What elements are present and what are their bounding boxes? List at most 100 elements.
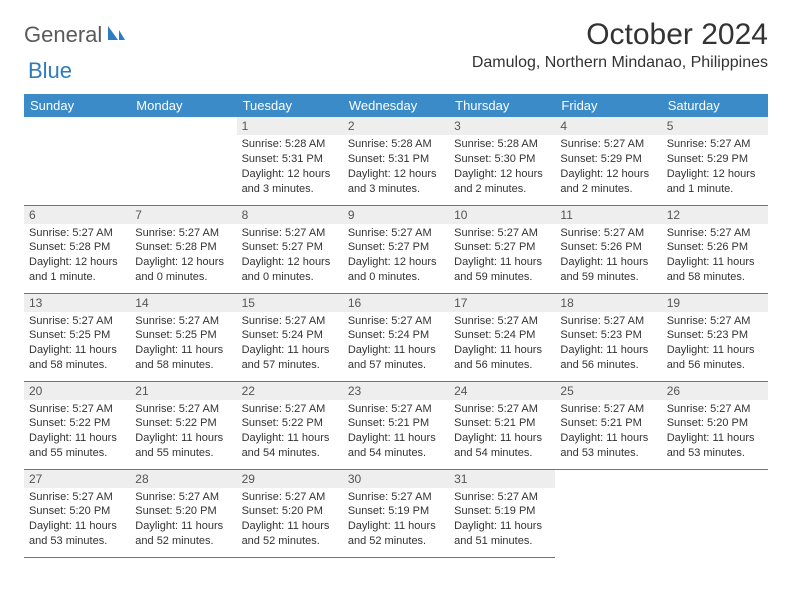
calendar-day-cell: 12Sunrise: 5:27 AMSunset: 5:26 PMDayligh… (662, 205, 768, 293)
day-info: Sunrise: 5:27 AMSunset: 5:22 PMDaylight:… (130, 400, 236, 465)
day-number: 1 (237, 117, 343, 135)
day-number: 5 (662, 117, 768, 135)
day-number: 18 (555, 294, 661, 312)
day-number: 29 (237, 470, 343, 488)
day-info: Sunrise: 5:27 AMSunset: 5:23 PMDaylight:… (662, 312, 768, 377)
day-number: 22 (237, 382, 343, 400)
day-number: 3 (449, 117, 555, 135)
calendar-day-cell: 10Sunrise: 5:27 AMSunset: 5:27 PMDayligh… (449, 205, 555, 293)
day-info: Sunrise: 5:27 AMSunset: 5:22 PMDaylight:… (237, 400, 343, 465)
location: Damulog, Northern Mindanao, Philippines (472, 54, 768, 72)
day-info: Sunrise: 5:27 AMSunset: 5:21 PMDaylight:… (343, 400, 449, 465)
calendar-day-cell: 28Sunrise: 5:27 AMSunset: 5:20 PMDayligh… (130, 469, 236, 557)
calendar-day-cell: 22Sunrise: 5:27 AMSunset: 5:22 PMDayligh… (237, 381, 343, 469)
calendar-day-cell: 26Sunrise: 5:27 AMSunset: 5:20 PMDayligh… (662, 381, 768, 469)
calendar-day-cell (662, 469, 768, 557)
calendar-day-cell: 23Sunrise: 5:27 AMSunset: 5:21 PMDayligh… (343, 381, 449, 469)
day-info: Sunrise: 5:27 AMSunset: 5:24 PMDaylight:… (237, 312, 343, 377)
calendar-day-cell: 20Sunrise: 5:27 AMSunset: 5:22 PMDayligh… (24, 381, 130, 469)
title-block: October 2024 Damulog, Northern Mindanao,… (472, 18, 768, 72)
month-title: October 2024 (472, 18, 768, 52)
calendar-day-cell: 6Sunrise: 5:27 AMSunset: 5:28 PMDaylight… (24, 205, 130, 293)
calendar-day-cell: 7Sunrise: 5:27 AMSunset: 5:28 PMDaylight… (130, 205, 236, 293)
calendar-day-cell: 15Sunrise: 5:27 AMSunset: 5:24 PMDayligh… (237, 293, 343, 381)
calendar-week-row: 20Sunrise: 5:27 AMSunset: 5:22 PMDayligh… (24, 381, 768, 469)
day-number: 19 (662, 294, 768, 312)
day-info: Sunrise: 5:27 AMSunset: 5:20 PMDaylight:… (662, 400, 768, 465)
day-info: Sunrise: 5:27 AMSunset: 5:21 PMDaylight:… (555, 400, 661, 465)
day-number: 31 (449, 470, 555, 488)
day-number: 9 (343, 206, 449, 224)
weekday-header: Sunday (24, 94, 130, 117)
day-info: Sunrise: 5:28 AMSunset: 5:30 PMDaylight:… (449, 135, 555, 200)
day-info: Sunrise: 5:27 AMSunset: 5:20 PMDaylight:… (237, 488, 343, 553)
calendar-day-cell: 8Sunrise: 5:27 AMSunset: 5:27 PMDaylight… (237, 205, 343, 293)
day-number: 11 (555, 206, 661, 224)
calendar-week-row: 6Sunrise: 5:27 AMSunset: 5:28 PMDaylight… (24, 205, 768, 293)
calendar-day-cell (555, 469, 661, 557)
weekday-header: Tuesday (237, 94, 343, 117)
day-number: 15 (237, 294, 343, 312)
calendar-day-cell (24, 117, 130, 205)
calendar-day-cell: 16Sunrise: 5:27 AMSunset: 5:24 PMDayligh… (343, 293, 449, 381)
calendar-day-cell: 14Sunrise: 5:27 AMSunset: 5:25 PMDayligh… (130, 293, 236, 381)
weekday-header: Thursday (449, 94, 555, 117)
calendar-day-cell: 1Sunrise: 5:28 AMSunset: 5:31 PMDaylight… (237, 117, 343, 205)
calendar-week-row: 13Sunrise: 5:27 AMSunset: 5:25 PMDayligh… (24, 293, 768, 381)
day-number: 8 (237, 206, 343, 224)
day-number: 25 (555, 382, 661, 400)
calendar-week-row: 27Sunrise: 5:27 AMSunset: 5:20 PMDayligh… (24, 469, 768, 557)
day-info: Sunrise: 5:27 AMSunset: 5:28 PMDaylight:… (24, 224, 130, 289)
calendar-day-cell: 3Sunrise: 5:28 AMSunset: 5:30 PMDaylight… (449, 117, 555, 205)
day-number: 6 (24, 206, 130, 224)
day-number: 28 (130, 470, 236, 488)
logo-sail-icon (106, 24, 126, 47)
calendar-day-cell: 31Sunrise: 5:27 AMSunset: 5:19 PMDayligh… (449, 469, 555, 557)
calendar-table: SundayMondayTuesdayWednesdayThursdayFrid… (24, 94, 768, 558)
day-number: 24 (449, 382, 555, 400)
day-number: 2 (343, 117, 449, 135)
logo-text-blue: Blue (28, 58, 72, 84)
day-info: Sunrise: 5:27 AMSunset: 5:23 PMDaylight:… (555, 312, 661, 377)
weekday-header: Saturday (662, 94, 768, 117)
day-info: Sunrise: 5:27 AMSunset: 5:24 PMDaylight:… (449, 312, 555, 377)
weekday-header-row: SundayMondayTuesdayWednesdayThursdayFrid… (24, 94, 768, 117)
day-number: 7 (130, 206, 236, 224)
day-number: 10 (449, 206, 555, 224)
day-number: 27 (24, 470, 130, 488)
day-number: 4 (555, 117, 661, 135)
day-info: Sunrise: 5:27 AMSunset: 5:29 PMDaylight:… (662, 135, 768, 200)
calendar-day-cell: 21Sunrise: 5:27 AMSunset: 5:22 PMDayligh… (130, 381, 236, 469)
day-info: Sunrise: 5:27 AMSunset: 5:26 PMDaylight:… (555, 224, 661, 289)
calendar-day-cell: 25Sunrise: 5:27 AMSunset: 5:21 PMDayligh… (555, 381, 661, 469)
day-number: 23 (343, 382, 449, 400)
day-info: Sunrise: 5:27 AMSunset: 5:21 PMDaylight:… (449, 400, 555, 465)
weekday-header: Friday (555, 94, 661, 117)
logo: General (24, 18, 128, 48)
day-info: Sunrise: 5:27 AMSunset: 5:19 PMDaylight:… (343, 488, 449, 553)
day-info: Sunrise: 5:28 AMSunset: 5:31 PMDaylight:… (237, 135, 343, 200)
calendar-day-cell: 4Sunrise: 5:27 AMSunset: 5:29 PMDaylight… (555, 117, 661, 205)
calendar-day-cell: 17Sunrise: 5:27 AMSunset: 5:24 PMDayligh… (449, 293, 555, 381)
day-number: 30 (343, 470, 449, 488)
calendar-day-cell: 24Sunrise: 5:27 AMSunset: 5:21 PMDayligh… (449, 381, 555, 469)
day-info: Sunrise: 5:28 AMSunset: 5:31 PMDaylight:… (343, 135, 449, 200)
day-info: Sunrise: 5:27 AMSunset: 5:24 PMDaylight:… (343, 312, 449, 377)
calendar-day-cell: 11Sunrise: 5:27 AMSunset: 5:26 PMDayligh… (555, 205, 661, 293)
calendar-day-cell: 9Sunrise: 5:27 AMSunset: 5:27 PMDaylight… (343, 205, 449, 293)
day-number: 17 (449, 294, 555, 312)
day-info: Sunrise: 5:27 AMSunset: 5:25 PMDaylight:… (130, 312, 236, 377)
calendar-day-cell: 5Sunrise: 5:27 AMSunset: 5:29 PMDaylight… (662, 117, 768, 205)
day-info: Sunrise: 5:27 AMSunset: 5:27 PMDaylight:… (449, 224, 555, 289)
day-number: 21 (130, 382, 236, 400)
day-info: Sunrise: 5:27 AMSunset: 5:29 PMDaylight:… (555, 135, 661, 200)
day-info: Sunrise: 5:27 AMSunset: 5:20 PMDaylight:… (130, 488, 236, 553)
weekday-header: Monday (130, 94, 236, 117)
day-info: Sunrise: 5:27 AMSunset: 5:19 PMDaylight:… (449, 488, 555, 553)
day-number: 16 (343, 294, 449, 312)
day-info: Sunrise: 5:27 AMSunset: 5:28 PMDaylight:… (130, 224, 236, 289)
calendar-day-cell: 29Sunrise: 5:27 AMSunset: 5:20 PMDayligh… (237, 469, 343, 557)
day-number: 14 (130, 294, 236, 312)
day-number: 13 (24, 294, 130, 312)
calendar-day-cell: 18Sunrise: 5:27 AMSunset: 5:23 PMDayligh… (555, 293, 661, 381)
